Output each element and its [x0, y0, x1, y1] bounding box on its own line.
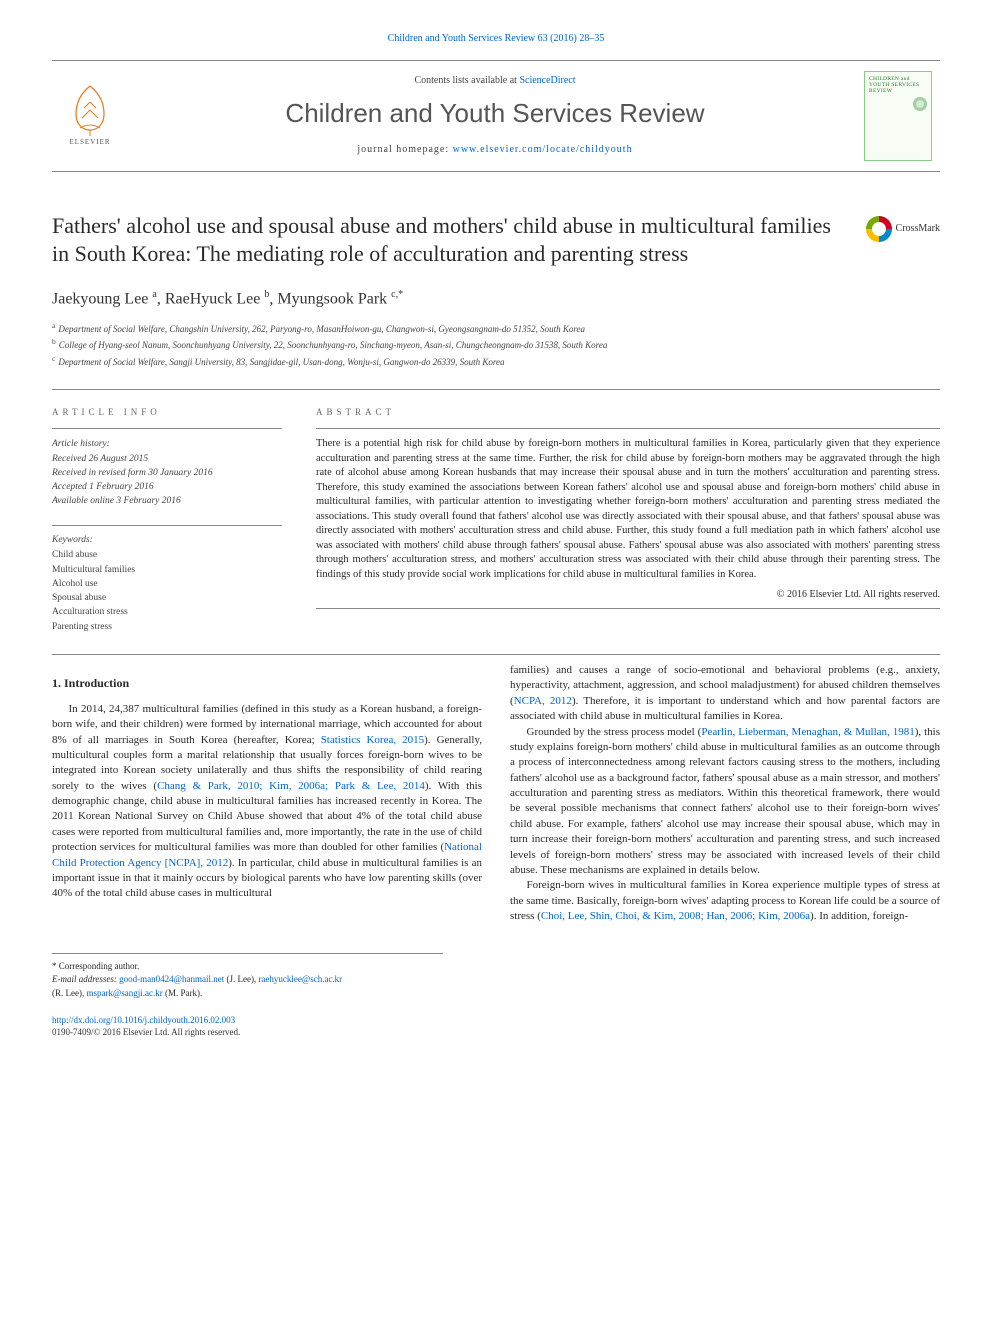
email-addresses: E-mail addresses: good-man0424@hanmail.n…	[52, 973, 443, 1000]
corresponding-author-note: * Corresponding author.	[52, 960, 443, 974]
intro-para-1-cont: families) and causes a range of socio-em…	[510, 663, 940, 725]
article-info-header: ARTICLE INFO	[52, 406, 282, 418]
keywords-list: Child abuseMulticultural familiesAlcohol…	[52, 548, 282, 634]
abstract-text: There is a potential high risk for child…	[316, 437, 940, 582]
email-jlee[interactable]: good-man0424@hanmail.net	[119, 974, 224, 984]
article-history: Article history: Received 26 August 2015…	[52, 437, 282, 508]
journal-cover-thumb: CHILDREN and YOUTH SERVICES REVIEW	[864, 71, 932, 161]
homepage-prefix: journal homepage:	[357, 144, 452, 155]
top-citation: Children and Youth Services Review 63 (2…	[52, 32, 940, 46]
article-title: Fathers' alcohol use and spousal abuse a…	[52, 212, 846, 268]
email-mpark[interactable]: mspark@sangji.ac.kr	[86, 988, 162, 998]
doi-link[interactable]: http://dx.doi.org/10.1016/j.childyouth.2…	[52, 1015, 235, 1025]
abstract-column: ABSTRACT There is a potential high risk …	[316, 406, 940, 634]
intro-para-1: In 2014, 24,387 multicultural families (…	[52, 702, 482, 902]
journal-cover-title: CHILDREN and YOUTH SERVICES REVIEW	[869, 76, 927, 94]
affiliations: aDepartment of Social Welfare, Changshin…	[52, 320, 940, 370]
body-top-rule	[52, 654, 940, 655]
emails-label: E-mail addresses:	[52, 974, 117, 984]
footnotes: * Corresponding author. E-mail addresses…	[52, 953, 443, 1001]
abstract-rule	[316, 428, 940, 429]
journal-name: Children and Youth Services Review	[138, 96, 852, 131]
abstract-header: ABSTRACT	[316, 406, 940, 418]
body-columns: 1. Introduction In 2014, 24,387 multicul…	[52, 663, 940, 925]
history-label: Article history:	[52, 437, 282, 451]
crossmark-icon	[866, 216, 892, 242]
cite-choi-lee[interactable]: Choi, Lee, Shin, Choi, & Kim, 2008; Han,…	[541, 910, 810, 922]
intro-para-2: Grounded by the stress process model (Pe…	[510, 725, 940, 879]
crossmark-badge[interactable]: CrossMark	[866, 216, 940, 242]
contents-prefix: Contents lists available at	[414, 75, 519, 86]
keywords-label: Keywords:	[52, 534, 282, 547]
abstract-copyright: © 2016 Elsevier Ltd. All rights reserved…	[316, 588, 940, 602]
cite-chang-park[interactable]: Chang & Park, 2010; Kim, 2006a; Park & L…	[157, 780, 425, 792]
elsevier-tree-icon	[62, 80, 118, 136]
cite-pearlin[interactable]: Pearlin, Lieberman, Menaghan, & Mullan, …	[701, 726, 914, 738]
journal-banner: ELSEVIER Contents lists available at Sci…	[52, 60, 940, 172]
section-heading-intro: 1. Introduction	[52, 675, 482, 692]
elsevier-logo: ELSEVIER	[60, 80, 120, 152]
keywords-rule	[52, 525, 282, 526]
top-citation-link[interactable]: Children and Youth Services Review 63 (2…	[388, 33, 605, 44]
cite-statistics-korea[interactable]: Statistics Korea, 2015	[321, 734, 424, 746]
cite-ncpa-2012-b[interactable]: NCPA, 2012	[514, 695, 572, 707]
homepage-line: journal homepage: www.elsevier.com/locat…	[138, 143, 852, 157]
authors-line: Jaekyoung Lee a, RaeHyuck Lee b, Myungso…	[52, 288, 940, 310]
journal-cover-graphic	[913, 97, 927, 111]
separator-rule	[52, 389, 940, 390]
contents-lists-line: Contents lists available at ScienceDirec…	[138, 74, 852, 88]
rights-line: 0190-7409/© 2016 Elsevier Ltd. All right…	[52, 1027, 240, 1037]
sciencedirect-link[interactable]: ScienceDirect	[519, 75, 575, 86]
email-rlee[interactable]: raehyucklee@sch.ac.kr	[258, 974, 342, 984]
info-rule	[52, 428, 282, 429]
page-footer: http://dx.doi.org/10.1016/j.childyouth.2…	[52, 1014, 940, 1038]
crossmark-label: CrossMark	[896, 222, 940, 236]
elsevier-logo-text: ELSEVIER	[69, 138, 110, 147]
abstract-bottom-rule	[316, 608, 940, 609]
intro-para-3: Foreign-born wives in multicultural fami…	[510, 878, 940, 924]
journal-homepage-link[interactable]: www.elsevier.com/locate/childyouth	[453, 144, 633, 155]
article-info-column: ARTICLE INFO Article history: Received 2…	[52, 406, 282, 634]
